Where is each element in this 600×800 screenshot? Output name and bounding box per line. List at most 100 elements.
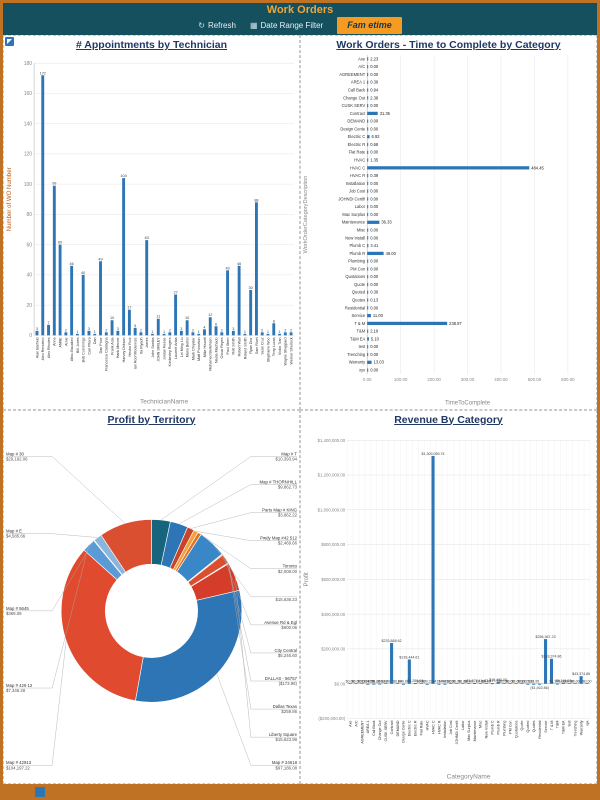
revenue-by-category-chart[interactable]: ($200,000.00) $0.00 $200,000.00 $400,000.00… <box>301 426 596 784</box>
bar[interactable] <box>425 683 429 685</box>
bar[interactable] <box>555 683 559 685</box>
bar[interactable] <box>220 332 224 336</box>
bar[interactable] <box>367 290 369 294</box>
expand-icon[interactable] <box>5 37 14 46</box>
bar[interactable] <box>367 189 369 193</box>
bar[interactable] <box>127 309 131 336</box>
bar[interactable] <box>401 683 405 685</box>
bar[interactable] <box>390 642 394 684</box>
bar[interactable] <box>367 236 369 240</box>
bar[interactable] <box>47 324 50 336</box>
bar[interactable] <box>367 72 369 77</box>
bar[interactable] <box>508 682 512 684</box>
bar[interactable] <box>367 127 369 131</box>
bar[interactable] <box>151 333 154 336</box>
bar[interactable] <box>260 332 264 336</box>
bar[interactable] <box>231 330 235 336</box>
bar[interactable] <box>367 65 369 69</box>
bar[interactable] <box>579 675 583 684</box>
bar[interactable] <box>52 185 56 336</box>
bar[interactable] <box>431 455 435 684</box>
bar[interactable] <box>437 683 441 685</box>
bar[interactable] <box>367 205 369 209</box>
bar[interactable] <box>168 332 172 336</box>
bar[interactable] <box>496 681 500 684</box>
bar[interactable] <box>278 333 281 336</box>
bar[interactable] <box>407 658 411 684</box>
bar[interactable] <box>208 317 212 336</box>
bar[interactable] <box>367 314 371 318</box>
bar[interactable] <box>367 337 369 341</box>
bar[interactable] <box>289 332 293 336</box>
bar[interactable] <box>520 682 524 684</box>
bar[interactable] <box>81 274 85 336</box>
bar[interactable] <box>367 306 369 310</box>
bar[interactable] <box>203 329 206 336</box>
bar[interactable] <box>367 96 369 100</box>
bar[interactable] <box>443 683 447 685</box>
bar[interactable] <box>174 294 178 336</box>
bar[interactable] <box>348 682 352 684</box>
bar[interactable] <box>367 111 378 116</box>
bar[interactable] <box>367 267 369 271</box>
bar[interactable] <box>549 658 554 684</box>
bar[interactable] <box>133 327 137 336</box>
bar[interactable] <box>367 88 369 92</box>
bar[interactable] <box>561 682 565 684</box>
bar[interactable] <box>378 682 382 684</box>
bar[interactable] <box>185 320 189 336</box>
bar[interactable] <box>367 197 369 201</box>
bar[interactable] <box>266 333 270 336</box>
bar[interactable] <box>472 682 477 684</box>
bar[interactable] <box>179 330 183 336</box>
bar[interactable] <box>461 682 465 684</box>
bar[interactable] <box>367 275 369 279</box>
bar[interactable] <box>191 332 195 336</box>
bar[interactable] <box>283 332 287 336</box>
bar[interactable] <box>104 332 108 336</box>
bar[interactable] <box>544 638 548 684</box>
bar[interactable] <box>64 332 68 336</box>
bar[interactable] <box>367 251 384 256</box>
bar[interactable] <box>367 220 380 224</box>
bar[interactable] <box>467 682 471 684</box>
bar[interactable] <box>367 212 369 217</box>
bar[interactable] <box>367 166 530 170</box>
brand-logo[interactable]: Fam etime <box>337 17 402 34</box>
pie-slice[interactable] <box>100 518 152 573</box>
bar[interactable] <box>366 683 370 685</box>
bar[interactable] <box>367 282 369 287</box>
bar[interactable] <box>372 683 376 685</box>
bar[interactable] <box>567 682 571 684</box>
bar[interactable] <box>243 333 247 336</box>
bar[interactable] <box>249 290 253 336</box>
bar[interactable] <box>367 119 369 123</box>
bar[interactable] <box>75 333 79 336</box>
bar[interactable] <box>110 320 114 336</box>
bar[interactable] <box>367 345 369 349</box>
bar[interactable] <box>156 318 160 336</box>
bar[interactable] <box>367 150 369 154</box>
date-range-filter-button[interactable]: ▦ Date Range Filter <box>250 21 323 30</box>
bar[interactable] <box>367 80 369 84</box>
pie-slice[interactable] <box>60 549 144 701</box>
bar[interactable] <box>145 240 149 336</box>
bar[interactable] <box>197 333 201 336</box>
bar[interactable] <box>532 683 536 685</box>
bar[interactable] <box>526 683 530 685</box>
bar[interactable] <box>99 261 102 336</box>
bar[interactable] <box>538 683 542 685</box>
bar[interactable] <box>367 57 369 61</box>
bar[interactable] <box>367 321 448 326</box>
bar[interactable] <box>367 142 369 147</box>
footer-logo-icon[interactable] <box>35 787 45 797</box>
bar[interactable] <box>367 181 369 186</box>
bar[interactable] <box>272 323 276 336</box>
bar[interactable] <box>490 682 494 684</box>
bar[interactable] <box>255 202 258 336</box>
bar[interactable] <box>502 682 506 684</box>
profit-by-territory-chart[interactable]: Map # T$10,393.94 Map # THORNHILL$9,862.7… <box>4 426 299 784</box>
bar[interactable] <box>367 173 369 178</box>
bar[interactable] <box>367 298 369 302</box>
